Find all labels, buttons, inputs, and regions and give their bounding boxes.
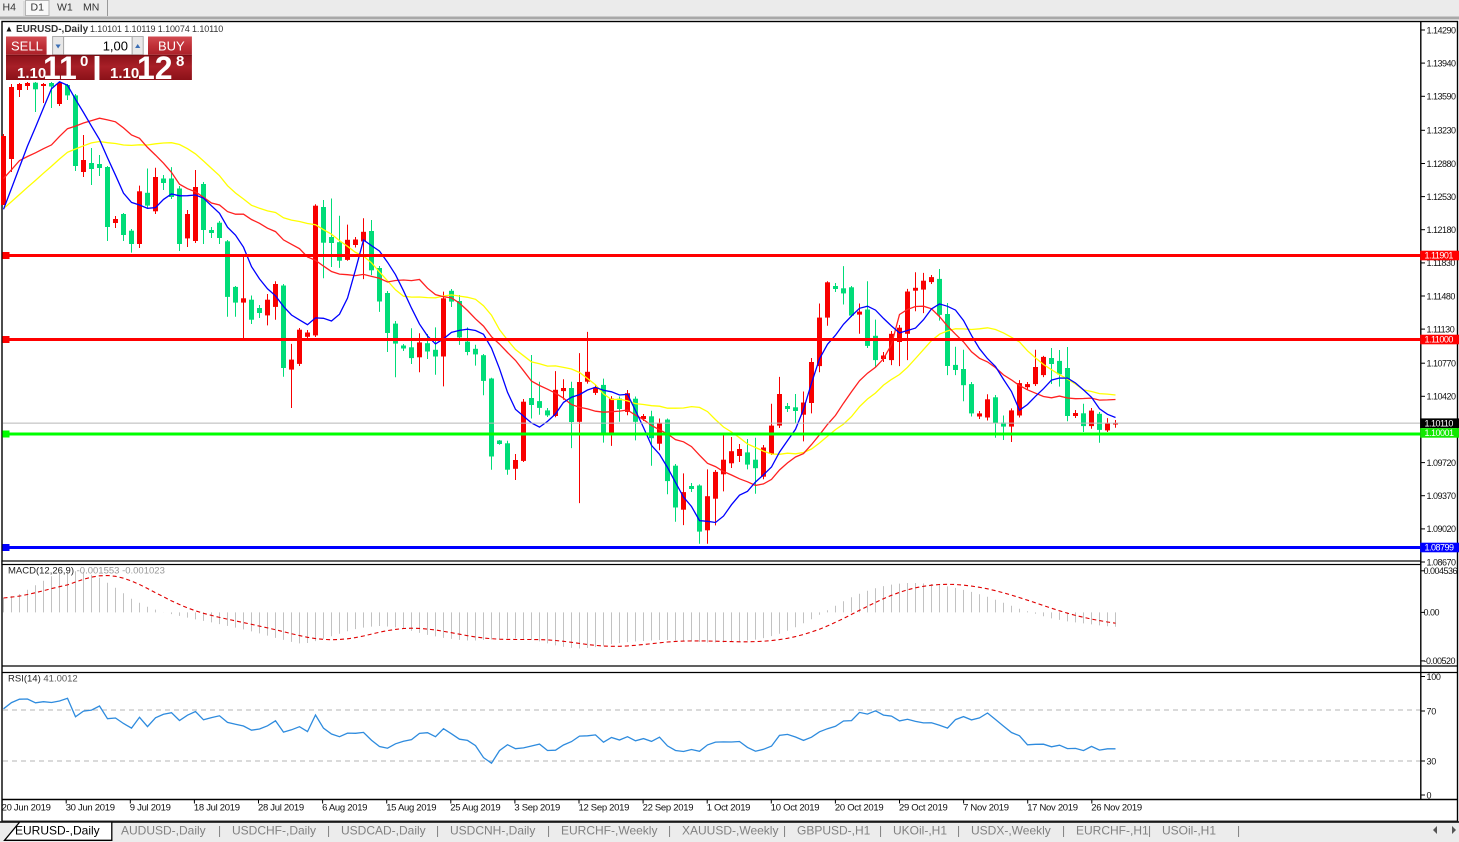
svg-text:EURCHF-,Weekly: EURCHF-,Weekly — [561, 824, 657, 838]
svg-text:1.14290: 1.14290 — [1427, 25, 1457, 35]
svg-text:1.11130: 1.11130 — [1427, 324, 1455, 334]
svg-text:|: | — [436, 824, 439, 838]
svg-text:BUY: BUY — [158, 39, 185, 54]
svg-text:18 Jul 2019: 18 Jul 2019 — [194, 803, 240, 814]
svg-text:1.09720: 1.09720 — [1427, 458, 1457, 468]
svg-text:30 Jun 2019: 30 Jun 2019 — [66, 803, 115, 814]
svg-text:USDX-,Weekly: USDX-,Weekly — [971, 824, 1051, 838]
svg-text:11: 11 — [43, 50, 77, 86]
svg-text:USOil-,H1: USOil-,H1 — [1162, 824, 1216, 838]
svg-text:|: | — [1237, 824, 1240, 838]
svg-text:1,00: 1,00 — [103, 39, 128, 54]
svg-text:1.13230: 1.13230 — [1427, 126, 1457, 136]
svg-text:MN: MN — [83, 1, 99, 13]
svg-text:1.10110: 1.10110 — [1425, 418, 1454, 428]
svg-text:1.10101 1.10119 1.10074 1.1011: 1.10101 1.10119 1.10074 1.10110 — [90, 24, 223, 34]
svg-text:70: 70 — [1427, 706, 1437, 716]
svg-text:1.10420: 1.10420 — [1427, 392, 1457, 402]
svg-text:20 Jun 2019: 20 Jun 2019 — [2, 803, 51, 814]
svg-text:|: | — [218, 824, 221, 838]
svg-text:EURUSD-,Daily: EURUSD-,Daily — [16, 24, 89, 35]
svg-text:0.00: 0.00 — [1424, 608, 1440, 618]
svg-text:RSI(14) 41.0012: RSI(14) 41.0012 — [8, 674, 78, 685]
svg-text:1.11901: 1.11901 — [1425, 251, 1454, 261]
svg-text:-0.00520: -0.00520 — [1424, 656, 1456, 666]
svg-text:SELL: SELL — [11, 39, 43, 54]
svg-text:1.10: 1.10 — [17, 65, 46, 82]
svg-text:12: 12 — [137, 50, 173, 86]
svg-text:1.09370: 1.09370 — [1427, 491, 1457, 501]
svg-text:1.11000: 1.11000 — [1425, 335, 1454, 345]
svg-text:MACD(12,26,9) -0.001553 -0.001: MACD(12,26,9) -0.001553 -0.001023 — [8, 566, 165, 577]
svg-text:AUDUSD-,Daily: AUDUSD-,Daily — [121, 824, 206, 838]
svg-text:0.004536: 0.004536 — [1424, 566, 1458, 576]
svg-text:H4: H4 — [3, 1, 17, 13]
svg-text:26 Nov 2019: 26 Nov 2019 — [1091, 803, 1142, 814]
svg-text:1.08670: 1.08670 — [1427, 557, 1457, 567]
svg-text:W1: W1 — [57, 1, 73, 13]
svg-text:EURUSD-,Daily: EURUSD-,Daily — [15, 824, 100, 838]
svg-text:USDCNH-,Daily: USDCNH-,Daily — [450, 824, 535, 838]
svg-text:|: | — [1062, 824, 1065, 838]
svg-text:30: 30 — [1427, 756, 1437, 766]
svg-text:12 Sep 2019: 12 Sep 2019 — [579, 803, 630, 814]
svg-text:8: 8 — [176, 53, 184, 70]
svg-text:1.10001: 1.10001 — [1425, 428, 1455, 438]
svg-text:|: | — [668, 824, 671, 838]
svg-text:1.11480: 1.11480 — [1427, 291, 1456, 301]
svg-text:1.10770: 1.10770 — [1427, 359, 1457, 369]
svg-text:|: | — [1148, 824, 1151, 838]
svg-text:10 Oct 2019: 10 Oct 2019 — [771, 803, 819, 814]
svg-text:1.09020: 1.09020 — [1427, 524, 1457, 534]
svg-text:29 Oct 2019: 29 Oct 2019 — [899, 803, 947, 814]
svg-text:6 Aug 2019: 6 Aug 2019 — [322, 803, 367, 814]
svg-text:1.13940: 1.13940 — [1427, 58, 1457, 68]
svg-text:1.12180: 1.12180 — [1427, 225, 1457, 235]
svg-text:17 Nov 2019: 17 Nov 2019 — [1027, 803, 1078, 814]
svg-text:GBPUSD-,H1: GBPUSD-,H1 — [797, 824, 871, 838]
svg-text:|: | — [957, 824, 960, 838]
svg-text:1.11830: 1.11830 — [1427, 258, 1456, 268]
svg-text:1.08799: 1.08799 — [1425, 543, 1455, 553]
svg-text:D1: D1 — [31, 1, 45, 13]
svg-text:25 Aug 2019: 25 Aug 2019 — [450, 803, 500, 814]
svg-text:|: | — [327, 824, 330, 838]
svg-text:1.10: 1.10 — [110, 65, 139, 82]
svg-text:1.12530: 1.12530 — [1427, 192, 1457, 202]
svg-text:1.12880: 1.12880 — [1427, 159, 1457, 169]
svg-text:|: | — [783, 824, 786, 838]
svg-text:USDCAD-,Daily: USDCAD-,Daily — [341, 824, 426, 838]
svg-text:7 Nov 2019: 7 Nov 2019 — [963, 803, 1009, 814]
svg-text:USDCHF-,Daily: USDCHF-,Daily — [232, 824, 316, 838]
svg-text:1 Oct 2019: 1 Oct 2019 — [707, 803, 750, 814]
svg-text:15 Aug 2019: 15 Aug 2019 — [386, 803, 436, 814]
svg-text:3 Sep 2019: 3 Sep 2019 — [514, 803, 560, 814]
svg-text:XAUUSD-,Weekly: XAUUSD-,Weekly — [682, 824, 778, 838]
svg-text:0: 0 — [1427, 790, 1432, 800]
svg-text:1.13590: 1.13590 — [1427, 92, 1457, 102]
svg-text:EURCHF-,H1: EURCHF-,H1 — [1076, 824, 1149, 838]
svg-text:UKOil-,H1: UKOil-,H1 — [893, 824, 947, 838]
svg-text:|: | — [547, 824, 550, 838]
svg-text:|: | — [879, 824, 882, 838]
svg-text:20 Oct 2019: 20 Oct 2019 — [835, 803, 883, 814]
svg-text:28 Jul 2019: 28 Jul 2019 — [258, 803, 304, 814]
svg-text:9 Jul 2019: 9 Jul 2019 — [130, 803, 171, 814]
svg-text:0: 0 — [80, 53, 88, 70]
svg-text:100: 100 — [1427, 672, 1441, 682]
svg-text:22 Sep 2019: 22 Sep 2019 — [643, 803, 694, 814]
